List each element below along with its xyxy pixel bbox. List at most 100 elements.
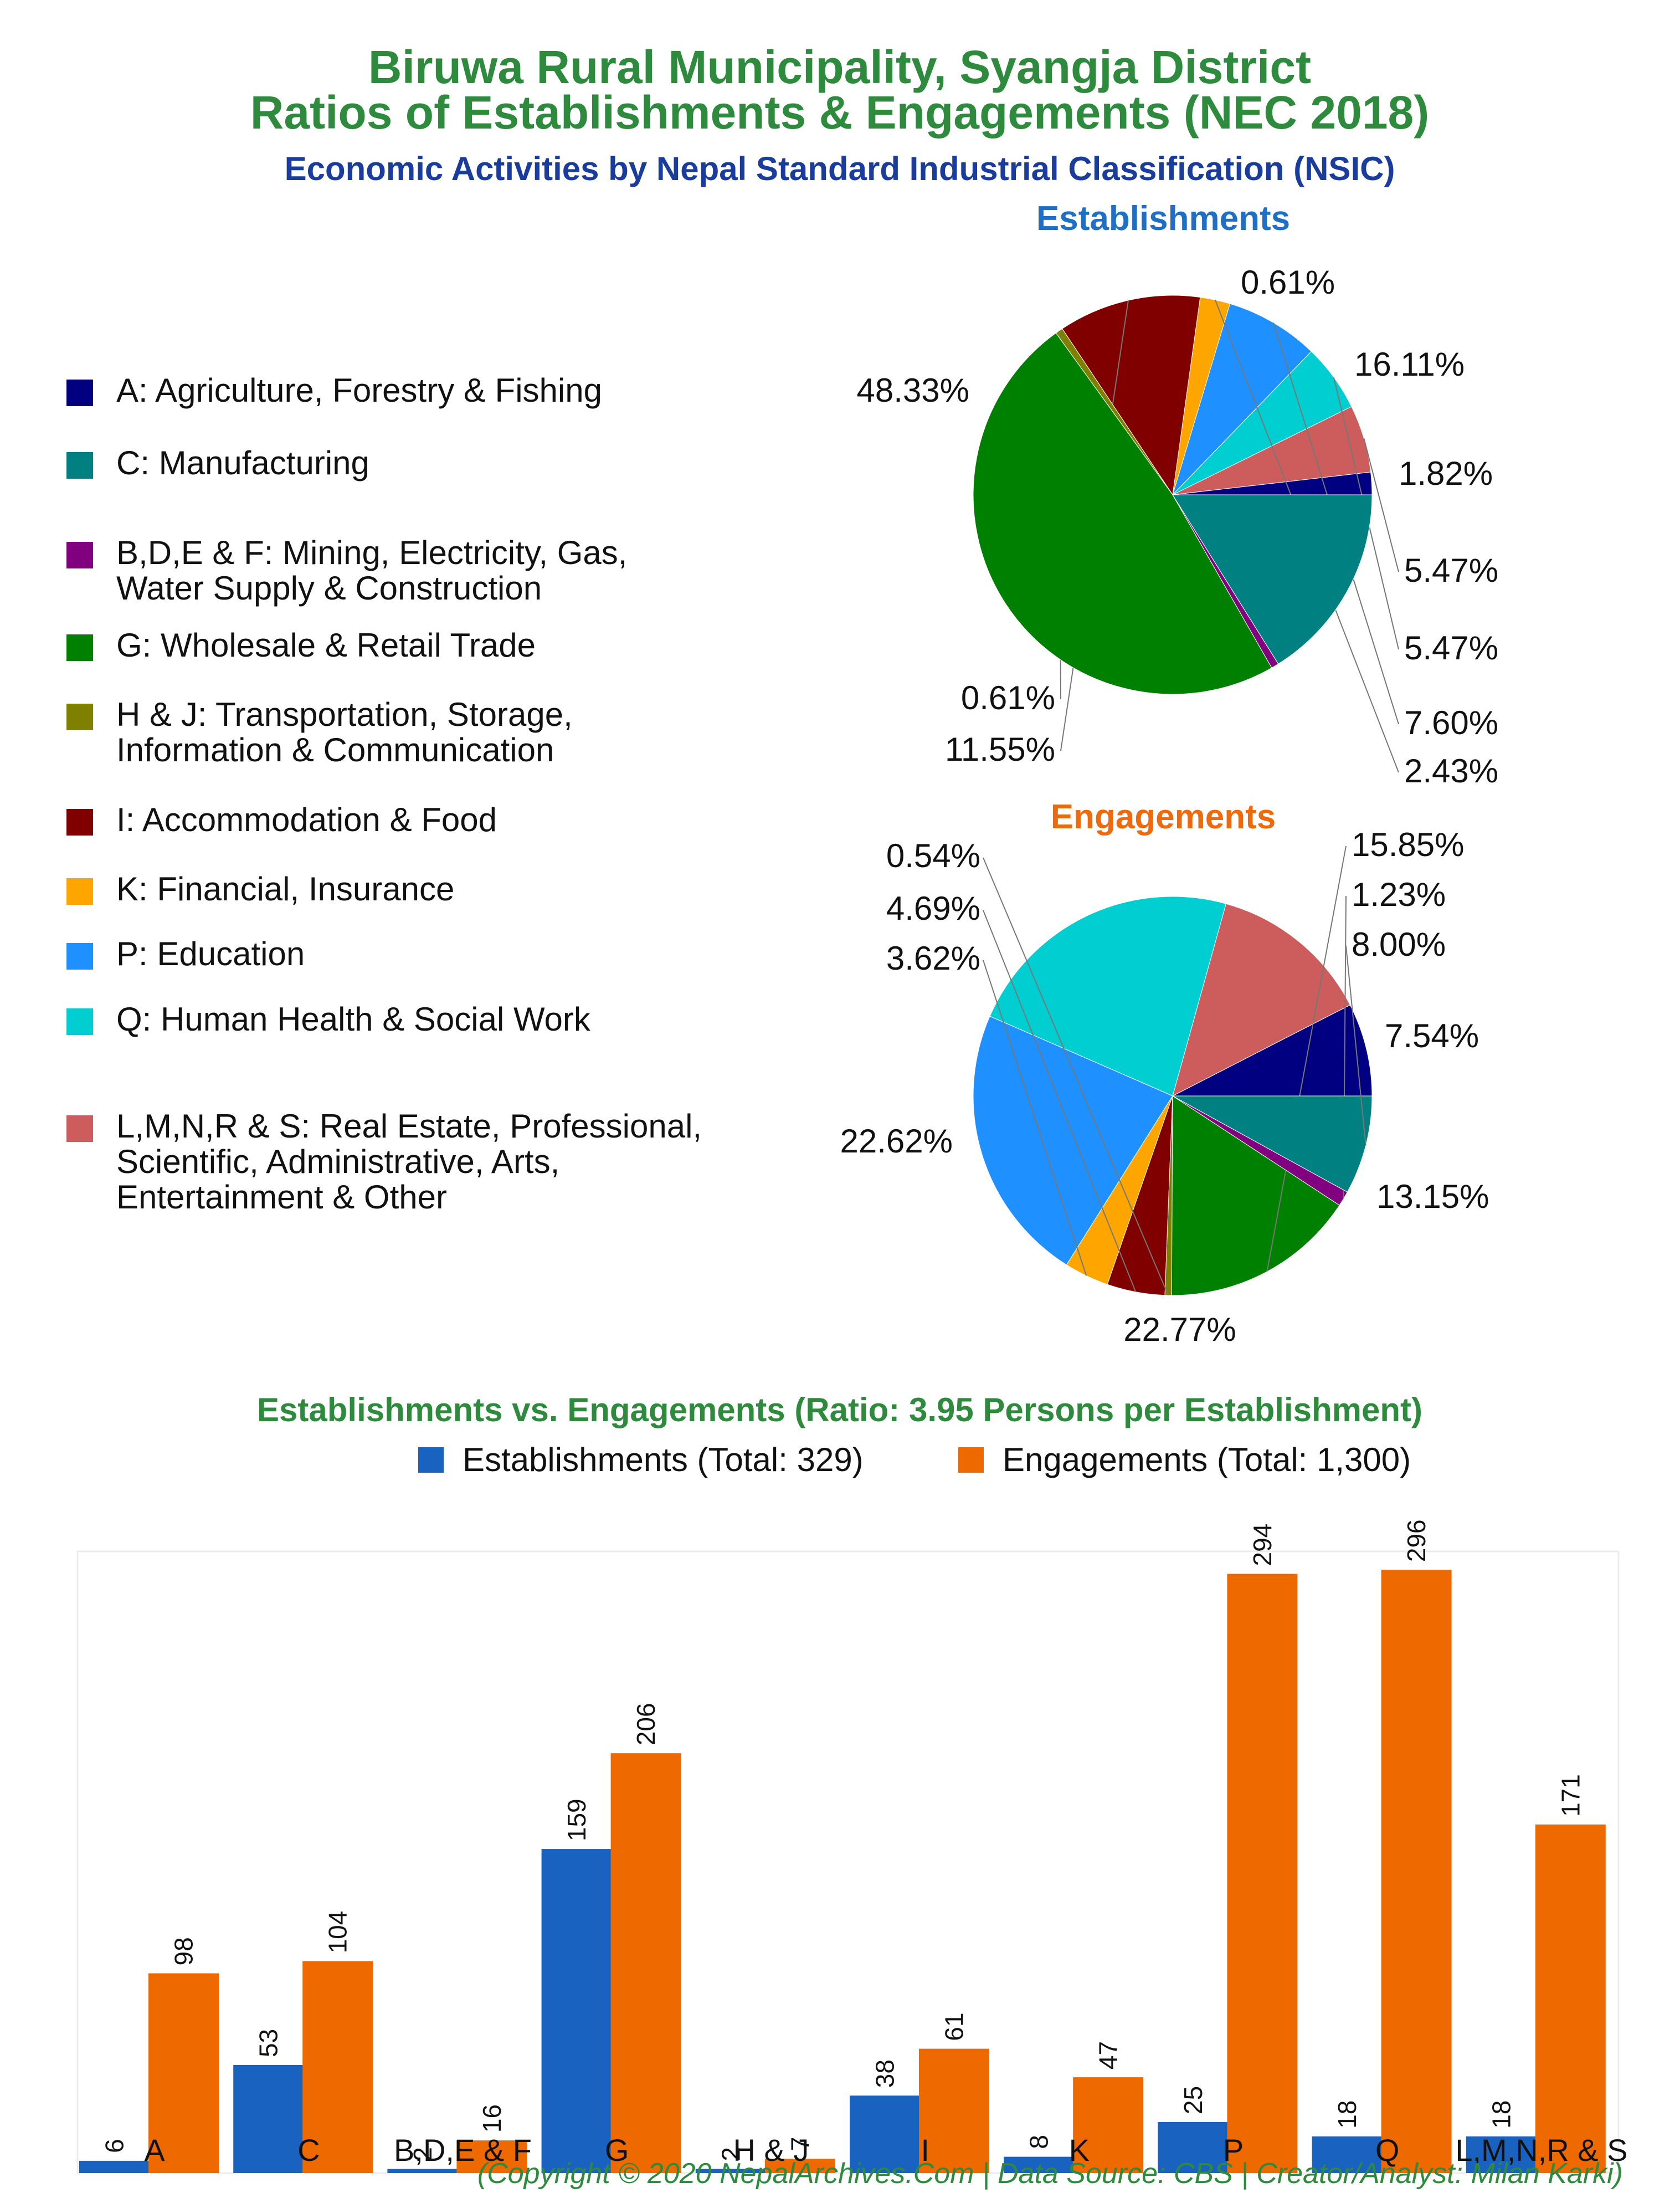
pie-label: 11.55% xyxy=(945,731,1055,768)
bar-engagements xyxy=(919,2048,989,2173)
legend-swatch xyxy=(66,704,93,730)
bar-value-label: 53 xyxy=(254,2029,283,2057)
x-tick-label: Q xyxy=(1375,2133,1400,2168)
pie-label: 13.15% xyxy=(1376,1178,1489,1215)
bar-establishments xyxy=(1466,2136,1537,2173)
bar-engagements xyxy=(764,2159,835,2173)
legend-label-establishments: Establishments (Total: 329) xyxy=(463,1441,864,1478)
bar-establishments xyxy=(1312,2136,1383,2173)
bar-legend: Establishments (Total: 329) Engagements … xyxy=(418,1441,1411,1478)
bar-engagements xyxy=(1381,1570,1452,2173)
bar-value-label: 2 xyxy=(408,2147,437,2161)
establishments-pie-title: Establishments xyxy=(1036,199,1290,238)
bar-establishments xyxy=(387,2169,458,2173)
bar-establishments xyxy=(850,2095,920,2173)
legend-label: Water Supply & Construction xyxy=(116,570,542,607)
legend-label: K: Financial, Insurance xyxy=(116,870,454,908)
pie-label: 0.54% xyxy=(886,837,980,874)
bar-value-label: 6 xyxy=(100,2139,129,2153)
pie-slice xyxy=(1172,903,1351,1096)
pie-label: 5.47% xyxy=(1404,552,1498,589)
bar-value-label: 2 xyxy=(716,2147,745,2161)
legend-swatch-establishments xyxy=(418,1447,444,1473)
bar-establishments xyxy=(233,2065,304,2173)
legend-label: P: Education xyxy=(116,935,305,972)
engagements-pie-title: Engagements xyxy=(1051,798,1276,836)
bar-establishments xyxy=(1158,2122,1229,2173)
x-tick-label: C xyxy=(297,2133,320,2168)
bar-engagements xyxy=(148,1973,219,2173)
pie-label: 1.23% xyxy=(1352,876,1446,913)
bar-engagements xyxy=(610,1753,681,2173)
bar-value-label: 296 xyxy=(1402,1519,1431,1562)
x-tick-label: P xyxy=(1223,2133,1244,2168)
pie-leader-line xyxy=(1266,846,1347,1272)
establishments-pie: 1.82% 5.47% 5.47% 7.60% 2.43% 11.55% 0.61% 48.3… xyxy=(857,264,1499,790)
legend-label: H & J: Transportation, Storage, xyxy=(116,696,573,733)
category-legend: A: Agriculture, Forestry & Fishing C: Man… xyxy=(66,372,702,1216)
legend-swatch xyxy=(66,380,93,406)
legend-label: G: Wholesale & Retail Trade xyxy=(116,627,536,664)
bar-establishments xyxy=(541,1849,612,2173)
pie-leader-line xyxy=(983,910,1137,1293)
pie-label: 2.43% xyxy=(1404,752,1498,790)
legend-swatch xyxy=(66,943,93,970)
title-line-1: Biruwa Rural Municipality, Syangja Distr… xyxy=(368,41,1311,93)
bar-establishments xyxy=(79,2160,150,2173)
bar-engagements xyxy=(302,1961,373,2173)
legend-label: Information & Communication xyxy=(116,731,554,768)
pie-slice xyxy=(973,1016,1173,1265)
pie-label: 48.33% xyxy=(857,372,970,409)
legend-swatch xyxy=(66,1115,93,1142)
pie-leader-line xyxy=(983,857,1169,1296)
bar-value-label: 206 xyxy=(631,1703,660,1745)
legend-label: C: Manufacturing xyxy=(116,444,369,481)
bar-engagements xyxy=(456,2140,527,2173)
bar-engagements xyxy=(1073,2077,1144,2173)
bar-chart-title: Establishments vs. Engagements (Ratio: 3… xyxy=(257,1391,1422,1428)
legend-swatch xyxy=(66,542,93,568)
bar-value-label: 294 xyxy=(1248,1524,1277,1566)
bar-value-label: 171 xyxy=(1556,1774,1585,1817)
legend-swatch xyxy=(66,452,93,479)
legend-swatch-engagements xyxy=(958,1447,984,1473)
pie-label: 16.11% xyxy=(1354,346,1465,383)
x-tick-label: L,M,N,R & S xyxy=(1455,2133,1627,2168)
pie-slice xyxy=(1172,1095,1373,1193)
x-tick-label: H & J xyxy=(733,2133,809,2168)
legend-label: A: Agriculture, Forestry & Fishing xyxy=(116,372,602,409)
x-tick-label: B,D,E & F xyxy=(394,2133,532,2168)
pie-leader-line xyxy=(983,960,1087,1276)
bar-value-label: 18 xyxy=(1333,2100,1362,2129)
bar-value-label: 61 xyxy=(940,2012,969,2041)
bar-value-label: 159 xyxy=(562,1799,591,1841)
pie-label: 5.47% xyxy=(1404,629,1498,667)
bar-value-label: 8 xyxy=(1025,2135,1054,2149)
pie-slice xyxy=(973,332,1272,695)
legend-label: Scientific, Administrative, Arts, xyxy=(116,1143,559,1180)
legend-label: I: Accommodation & Food xyxy=(116,801,497,838)
x-tick-label: I xyxy=(921,2133,929,2168)
pie-label: 15.85% xyxy=(1352,826,1465,863)
bar-value-label: 16 xyxy=(477,2104,506,2133)
legend-swatch xyxy=(66,634,93,661)
pie-label: 22.77% xyxy=(1123,1311,1236,1348)
bar-establishments xyxy=(695,2169,766,2173)
pie-slice xyxy=(989,896,1226,1096)
bar-engagements xyxy=(1535,1824,1606,2173)
pie-label: 0.61% xyxy=(961,679,1055,716)
bar-value-label: 38 xyxy=(871,2059,900,2088)
legend-label: Entertainment & Other xyxy=(116,1179,447,1216)
pie-label: 8.00% xyxy=(1352,926,1446,963)
pie-label: 7.60% xyxy=(1404,704,1498,741)
pie-label: 4.69% xyxy=(886,890,980,927)
pie-leader-line xyxy=(1345,945,1366,1146)
footer-credit: (Copyright © 2020 NepalArchives.Com | Da… xyxy=(477,2158,1623,2190)
x-tick-label: K xyxy=(1069,2133,1090,2168)
pie-slice xyxy=(1172,494,1373,664)
pie-label: 0.61% xyxy=(1241,264,1335,301)
pie-label: 7.54% xyxy=(1385,1017,1479,1054)
title-line-2: Ratios of Establishments & Engagements (… xyxy=(250,86,1430,139)
pie-label: 3.62% xyxy=(886,940,980,977)
